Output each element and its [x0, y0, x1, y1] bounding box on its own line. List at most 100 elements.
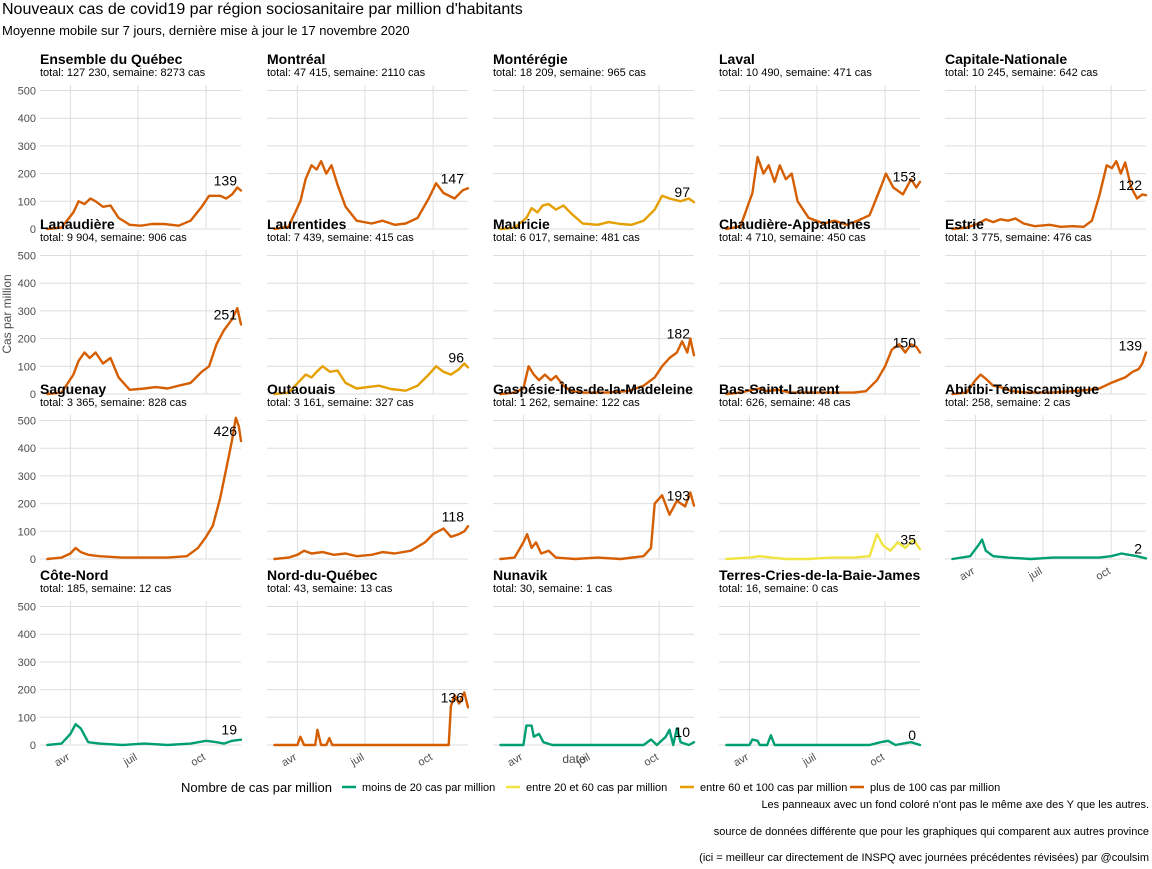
last-value-label: 10 [674, 724, 690, 740]
y-tick-label: 200 [18, 499, 36, 511]
panel-title: Montréal [267, 51, 325, 67]
series-line [499, 724, 696, 747]
series-line [499, 491, 696, 561]
panel-title: Saguenay [40, 381, 106, 397]
y-tick-label: 300 [18, 471, 36, 483]
panel-grid [267, 415, 468, 560]
series-line [46, 186, 243, 231]
series-line [499, 337, 696, 396]
last-value-label: 139 [214, 173, 238, 189]
legend-item-label: moins de 20 cas par million [362, 782, 495, 794]
series-line [951, 351, 1148, 396]
caption-line: source de données différente que pour le… [714, 826, 1149, 838]
y-tick-label: 100 [18, 196, 36, 208]
panel-grid [493, 250, 694, 395]
panel-title: Terres-Cries-de-la-Baie-James [719, 567, 920, 583]
x-tick-label: oct [1094, 565, 1113, 583]
series-line [46, 723, 243, 747]
last-value-label: 139 [1119, 338, 1143, 354]
panel-grid [945, 85, 1146, 230]
last-value-label: 150 [893, 334, 917, 350]
chart-subtitle: Moyenne mobile sur 7 jours, dernière mis… [2, 23, 410, 38]
panel-info: total: 7 439, semaine: 415 cas [267, 232, 414, 244]
series-line [725, 532, 922, 561]
series-line [46, 307, 243, 396]
panel-grid [40, 250, 241, 395]
x-tick-label: oct [189, 751, 208, 769]
x-tick-label: juil [800, 751, 819, 769]
y-tick-label: 300 [18, 141, 36, 153]
x-tick-label: oct [868, 751, 887, 769]
panel-title: Lanaudière [40, 216, 115, 232]
panel-title: Abitibi-Témiscamingue [945, 381, 1099, 397]
panel-title: Laval [719, 51, 755, 67]
last-value-label: 136 [441, 689, 465, 705]
panel-title: Montérégie [493, 51, 568, 67]
y-tick-label: 100 [18, 712, 36, 724]
series-line [273, 362, 470, 396]
x-tick-label: juil [348, 751, 367, 769]
y-tick-label: 0 [30, 554, 36, 566]
panel-info: total: 127 230, semaine: 8273 cas [40, 67, 206, 79]
panel-info: total: 3 161, semaine: 327 cas [267, 397, 414, 409]
panel-grid [719, 601, 920, 746]
panel-info: total: 9 904, semaine: 906 cas [40, 232, 187, 244]
panel-grid [719, 250, 920, 395]
last-value-label: 118 [442, 508, 465, 524]
panel-grid [40, 85, 241, 230]
legend-title: Nombre de cas par million [181, 780, 332, 795]
panel-info: total: 30, semaine: 1 cas [493, 583, 613, 595]
x-tick-label: avr [506, 751, 526, 769]
panel-grid [493, 415, 694, 560]
panel-title: Ensemble du Québec [40, 51, 183, 67]
panel-info: total: 18 209, semaine: 965 cas [493, 67, 646, 79]
y-tick-label: 400 [18, 443, 36, 455]
panel-title: Chaudière-Appalaches [719, 216, 871, 232]
series-line [273, 525, 470, 561]
last-value-label: 426 [214, 423, 238, 439]
last-value-label: 251 [214, 306, 238, 322]
y-tick-label: 500 [18, 416, 36, 428]
series-line [46, 416, 243, 561]
y-tick-label: 0 [30, 740, 36, 752]
panel-title: Mauricie [493, 216, 550, 232]
panel-info: total: 6 017, semaine: 481 cas [493, 232, 640, 244]
panel-info: total: 10 245, semaine: 642 cas [945, 67, 1098, 79]
panel-info: total: 185, semaine: 12 cas [40, 583, 172, 595]
panel-title: Nunavik [493, 567, 548, 583]
series-line [951, 538, 1148, 561]
last-value-label: 0 [908, 727, 916, 743]
x-axis-label: date [562, 752, 586, 766]
last-value-label: 96 [448, 349, 464, 365]
last-value-label: 153 [893, 169, 917, 185]
x-tick-label: oct [416, 751, 435, 769]
panel-grid [945, 415, 1146, 560]
x-tick-label: avr [280, 751, 300, 769]
panel-info: total: 258, semaine: 2 cas [945, 397, 1071, 409]
x-tick-label: juil [121, 751, 140, 769]
x-tick-label: juil [1026, 565, 1045, 583]
panel-grid [40, 415, 241, 560]
panel-title: Estrie [945, 216, 984, 232]
y-tick-label: 100 [18, 361, 36, 373]
panel-info: total: 1 262, semaine: 122 cas [493, 397, 640, 409]
series-line [951, 160, 1148, 231]
y-tick-label: 500 [18, 251, 36, 263]
panel-grid [945, 250, 1146, 395]
y-tick-label: 100 [18, 526, 36, 538]
series-line [273, 691, 470, 747]
last-value-label: 19 [221, 722, 237, 738]
panel-grid [40, 601, 241, 746]
panel-grid [719, 415, 920, 560]
panel-grid [267, 250, 468, 395]
